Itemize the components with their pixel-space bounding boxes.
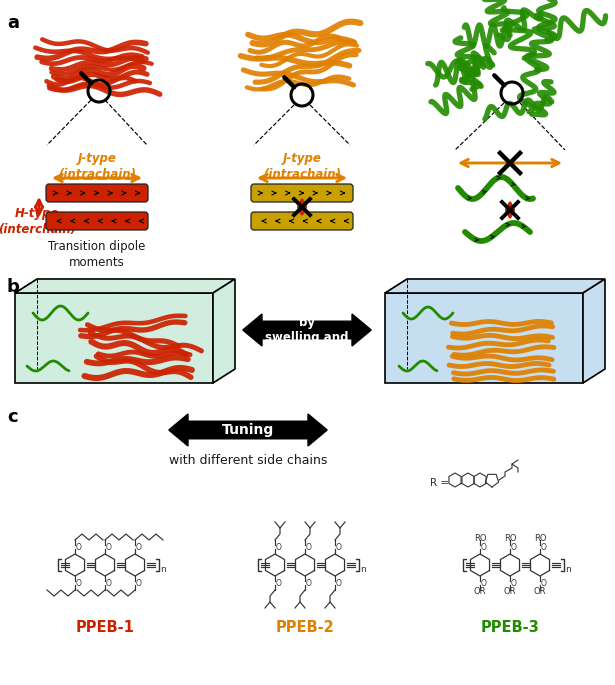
Polygon shape <box>15 293 213 383</box>
Text: c: c <box>7 408 18 426</box>
Text: PPEB-1: PPEB-1 <box>76 620 135 635</box>
Text: n: n <box>160 564 166 573</box>
Text: O: O <box>481 579 487 588</box>
Text: n: n <box>565 564 571 573</box>
Text: O: O <box>276 543 282 551</box>
Text: J-type
(intrachain): J-type (intrachain) <box>58 152 136 181</box>
Text: with different side chains: with different side chains <box>169 454 327 467</box>
FancyBboxPatch shape <box>251 184 353 202</box>
Polygon shape <box>583 279 605 383</box>
Text: RO: RO <box>474 534 486 543</box>
Text: O: O <box>511 543 517 551</box>
Text: R =: R = <box>430 478 449 488</box>
Text: OR: OR <box>534 587 546 596</box>
Text: Transition dipole
moments: Transition dipole moments <box>49 240 146 269</box>
Text: O: O <box>511 579 517 588</box>
Text: PPEB-3: PPEB-3 <box>481 620 539 635</box>
Text: J-type
(intrachain): J-type (intrachain) <box>263 152 341 181</box>
Text: O: O <box>106 543 112 551</box>
Polygon shape <box>385 293 583 383</box>
Text: O: O <box>541 579 547 588</box>
Text: O: O <box>481 543 487 551</box>
Text: a: a <box>7 14 19 32</box>
Text: RO: RO <box>504 534 516 543</box>
Text: O: O <box>306 579 312 588</box>
Text: PPEB-2: PPEB-2 <box>276 620 335 635</box>
Text: O: O <box>541 543 547 551</box>
Text: n: n <box>360 564 366 573</box>
Text: O: O <box>76 579 82 588</box>
FancyBboxPatch shape <box>46 212 148 230</box>
Text: Switching
by
swelling and
drying: Switching by swelling and drying <box>265 301 349 359</box>
Polygon shape <box>385 279 605 293</box>
Text: b: b <box>7 278 20 296</box>
FancyBboxPatch shape <box>46 184 148 202</box>
Text: O: O <box>106 579 112 588</box>
Polygon shape <box>243 314 371 346</box>
Text: O: O <box>336 579 342 588</box>
Text: O: O <box>76 543 82 551</box>
Text: O: O <box>336 543 342 551</box>
Text: H-type
(interchain): H-type (interchain) <box>0 207 76 236</box>
Polygon shape <box>213 279 235 383</box>
FancyBboxPatch shape <box>251 212 353 230</box>
Text: RO: RO <box>534 534 546 543</box>
Text: Tuning: Tuning <box>222 423 274 437</box>
Text: O: O <box>136 543 142 551</box>
Text: O: O <box>136 579 142 588</box>
Polygon shape <box>15 279 235 293</box>
Polygon shape <box>169 414 327 446</box>
Text: OR: OR <box>504 587 516 596</box>
Text: OR: OR <box>474 587 486 596</box>
Text: O: O <box>306 543 312 551</box>
Text: O: O <box>276 579 282 588</box>
